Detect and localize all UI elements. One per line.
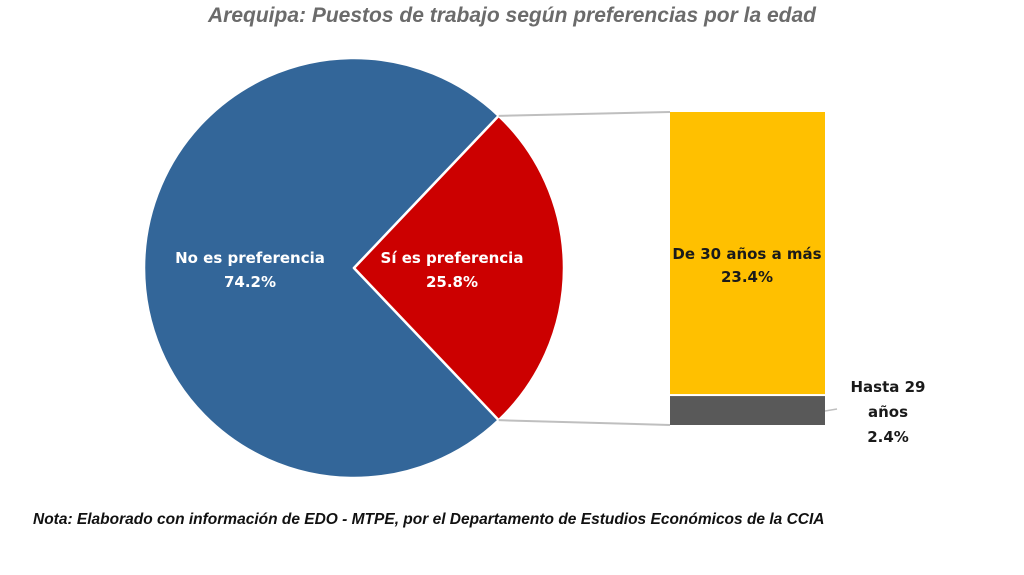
data-labels: No es preferencia 74.2% Sí es preferenci… <box>175 245 925 446</box>
pie-label-no-es-preferencia: No es preferencia <box>175 249 325 267</box>
source-note: Nota: Elaborado con información de EDO -… <box>33 511 825 528</box>
leader-line-hasta-29 <box>824 408 838 412</box>
connector-lines <box>498 111 838 426</box>
bar-label-hasta-29-line1: Hasta 29 <box>851 378 926 396</box>
stacked-bar <box>670 112 825 425</box>
bar-value-30-a-mas: 23.4% <box>721 268 773 286</box>
connector-bottom <box>498 419 671 426</box>
pie <box>142 56 566 480</box>
pie-value-no-es-preferencia: 74.2% <box>224 273 276 291</box>
connector-top <box>498 111 671 117</box>
pie-value-si-es-preferencia: 25.8% <box>426 273 478 291</box>
chart-title: Arequipa: Puestos de trabajo según prefe… <box>208 4 816 27</box>
bar-segment-hasta-29 <box>670 396 825 425</box>
bar-segment-30-a-mas <box>670 112 825 395</box>
bar-value-hasta-29: 2.4% <box>867 428 909 446</box>
pie-slice-si-es-preferencia <box>352 114 566 422</box>
pie-slice-no-es-preferencia <box>142 56 500 480</box>
bar-label-hasta-29-line2: años <box>868 403 908 421</box>
pie-label-si-es-preferencia: Sí es preferencia <box>381 249 524 267</box>
bar-label-30-a-mas: De 30 años a más <box>672 245 821 263</box>
